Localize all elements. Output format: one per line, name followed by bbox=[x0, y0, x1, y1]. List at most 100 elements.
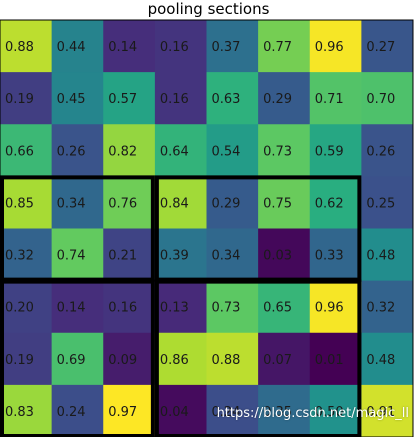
cell-value-label: 0.45 bbox=[57, 92, 86, 107]
heatmap-cell-r6-c0 bbox=[0, 332, 53, 386]
heatmap-cell-r0-c4 bbox=[206, 20, 259, 73]
cell-value-label: 0.50 bbox=[315, 405, 344, 420]
heatmap-cell-r5-c0 bbox=[0, 280, 53, 334]
heatmap-cell-r2-c4 bbox=[206, 124, 259, 177]
heatmap-cell-r4-c6 bbox=[309, 228, 362, 282]
heatmap-cell-r6-c5 bbox=[258, 332, 311, 386]
cell-value-label: 0.83 bbox=[5, 405, 34, 420]
heatmap-cell-r7-c5 bbox=[258, 384, 311, 437]
cell-value-label: 0.64 bbox=[160, 144, 189, 159]
heatmap-cell-r0-c7 bbox=[361, 20, 414, 73]
cell-value-label: 0.69 bbox=[57, 353, 86, 368]
heatmap-cell-r2-c2 bbox=[103, 124, 156, 177]
cell-value-label: 0.09 bbox=[108, 353, 137, 368]
cell-value-label: 0.04 bbox=[160, 405, 189, 420]
cell-value-label: 0.27 bbox=[366, 40, 395, 55]
cell-value-label: 0.16 bbox=[160, 92, 189, 107]
cell-value-label: 0.73 bbox=[263, 144, 292, 159]
heatmap-cell-r4-c5 bbox=[258, 228, 311, 282]
cell-value-label: 0.65 bbox=[263, 301, 292, 316]
heatmap-cell-r0-c3 bbox=[154, 20, 207, 73]
heatmap-cell-r7-c7 bbox=[361, 384, 414, 437]
heatmap-cell-r4-c1 bbox=[51, 228, 104, 282]
heatmap-cell-r3-c0 bbox=[0, 176, 53, 229]
heatmap-cell-r2-c5 bbox=[258, 124, 311, 177]
heatmap-cell-r0-c0 bbox=[0, 20, 53, 73]
cell-value-label: 0.32 bbox=[5, 249, 34, 264]
cell-value-label: 0.63 bbox=[212, 92, 241, 107]
heatmap-cell-r1-c0 bbox=[0, 72, 53, 125]
heatmap-cell-r0-c6 bbox=[309, 20, 362, 73]
pooling-section-box-3 bbox=[0, 279, 155, 437]
heatmap-cell-r6-c1 bbox=[51, 332, 104, 386]
cell-value-label: 0.24 bbox=[212, 405, 241, 420]
cell-value-label: 0.48 bbox=[366, 249, 395, 264]
heatmap-cell-r1-c1 bbox=[51, 72, 104, 125]
heatmap-cell-r4-c2 bbox=[103, 228, 156, 282]
cell-value-label: 0.96 bbox=[315, 40, 344, 55]
heatmap-cell-r6-c4 bbox=[206, 332, 259, 386]
cell-value-label: 0.01 bbox=[315, 353, 344, 368]
heatmap-cell-r0-c2 bbox=[103, 20, 156, 73]
heatmap-cell-r1-c5 bbox=[258, 72, 311, 125]
heatmap-cell-r1-c2 bbox=[103, 72, 156, 125]
heatmap-cell-r5-c1 bbox=[51, 280, 104, 334]
cell-value-label: 0.29 bbox=[263, 92, 292, 107]
heatmap-cell-r3-c7 bbox=[361, 176, 414, 229]
heatmap-cell-r1-c3 bbox=[154, 72, 207, 125]
cell-value-label: 0.29 bbox=[212, 196, 241, 211]
cell-value-label: 0.96 bbox=[315, 301, 344, 316]
cell-value-label: 0.97 bbox=[108, 405, 137, 420]
heatmap-cell-r5-c6 bbox=[309, 280, 362, 334]
heatmap-cell-r2-c1 bbox=[51, 124, 104, 177]
heatmap-cell-r7-c3 bbox=[154, 384, 207, 437]
cell-value-label: 0.59 bbox=[315, 144, 344, 159]
cell-value-label: 0.88 bbox=[5, 40, 34, 55]
watermark-text: https://blog.csdn.net/magic_ll bbox=[216, 406, 409, 421]
heatmap-cell-r4-c3 bbox=[154, 228, 207, 282]
heatmap-cell-r7-c6 bbox=[309, 384, 362, 437]
heatmap-cell-r1-c4 bbox=[206, 72, 259, 125]
cell-value-label: 0.88 bbox=[212, 353, 241, 368]
heatmap-cell-r7-c4 bbox=[206, 384, 259, 437]
cell-value-label: 0.73 bbox=[212, 301, 241, 316]
cell-value-label: 0.33 bbox=[315, 249, 344, 264]
cell-value-label: 0.77 bbox=[263, 40, 292, 55]
heatmap-cell-r5-c4 bbox=[206, 280, 259, 334]
heatmap-cell-r6-c2 bbox=[103, 332, 156, 386]
cell-value-label: 0.20 bbox=[5, 301, 34, 316]
cell-value-label: 0.91 bbox=[366, 405, 395, 420]
cell-value-label: 0.54 bbox=[212, 144, 241, 159]
heatmap-cell-r2-c3 bbox=[154, 124, 207, 177]
heatmap-cell-r1-c7 bbox=[361, 72, 414, 125]
cell-value-label: 0.84 bbox=[160, 196, 189, 211]
cell-value-label: 0.66 bbox=[5, 144, 34, 159]
cell-value-label: 0.70 bbox=[366, 92, 395, 107]
cell-value-label: 0.35 bbox=[263, 405, 292, 420]
heatmap-cell-r5-c3 bbox=[154, 280, 207, 334]
cell-value-label: 0.07 bbox=[263, 353, 292, 368]
cell-value-label: 0.62 bbox=[315, 196, 344, 211]
heatmap-cell-r4-c7 bbox=[361, 228, 414, 282]
heatmap-cell-r6-c3 bbox=[154, 332, 207, 386]
cell-value-label: 0.74 bbox=[57, 249, 86, 264]
cell-value-label: 0.34 bbox=[57, 196, 86, 211]
cell-value-label: 0.34 bbox=[212, 249, 241, 264]
chart-title: pooling sections bbox=[147, 0, 270, 18]
heatmap-cell-r3-c3 bbox=[154, 176, 207, 229]
heatmap-cell-r6-c7 bbox=[361, 332, 414, 386]
plot-frame bbox=[0, 19, 414, 437]
cell-value-label: 0.75 bbox=[263, 196, 292, 211]
cell-value-label: 0.14 bbox=[57, 301, 86, 316]
cell-value-label: 0.48 bbox=[366, 353, 395, 368]
cell-value-label: 0.37 bbox=[212, 40, 241, 55]
cell-value-label: 0.76 bbox=[108, 196, 137, 211]
heatmap-cell-r2-c0 bbox=[0, 124, 53, 177]
heatmap-cell-r6-c6 bbox=[309, 332, 362, 386]
cell-value-label: 0.16 bbox=[108, 301, 137, 316]
cell-value-label: 0.71 bbox=[315, 92, 344, 107]
cell-value-label: 0.19 bbox=[5, 353, 34, 368]
cell-value-label: 0.24 bbox=[57, 405, 86, 420]
heatmap-cell-r3-c2 bbox=[103, 176, 156, 229]
